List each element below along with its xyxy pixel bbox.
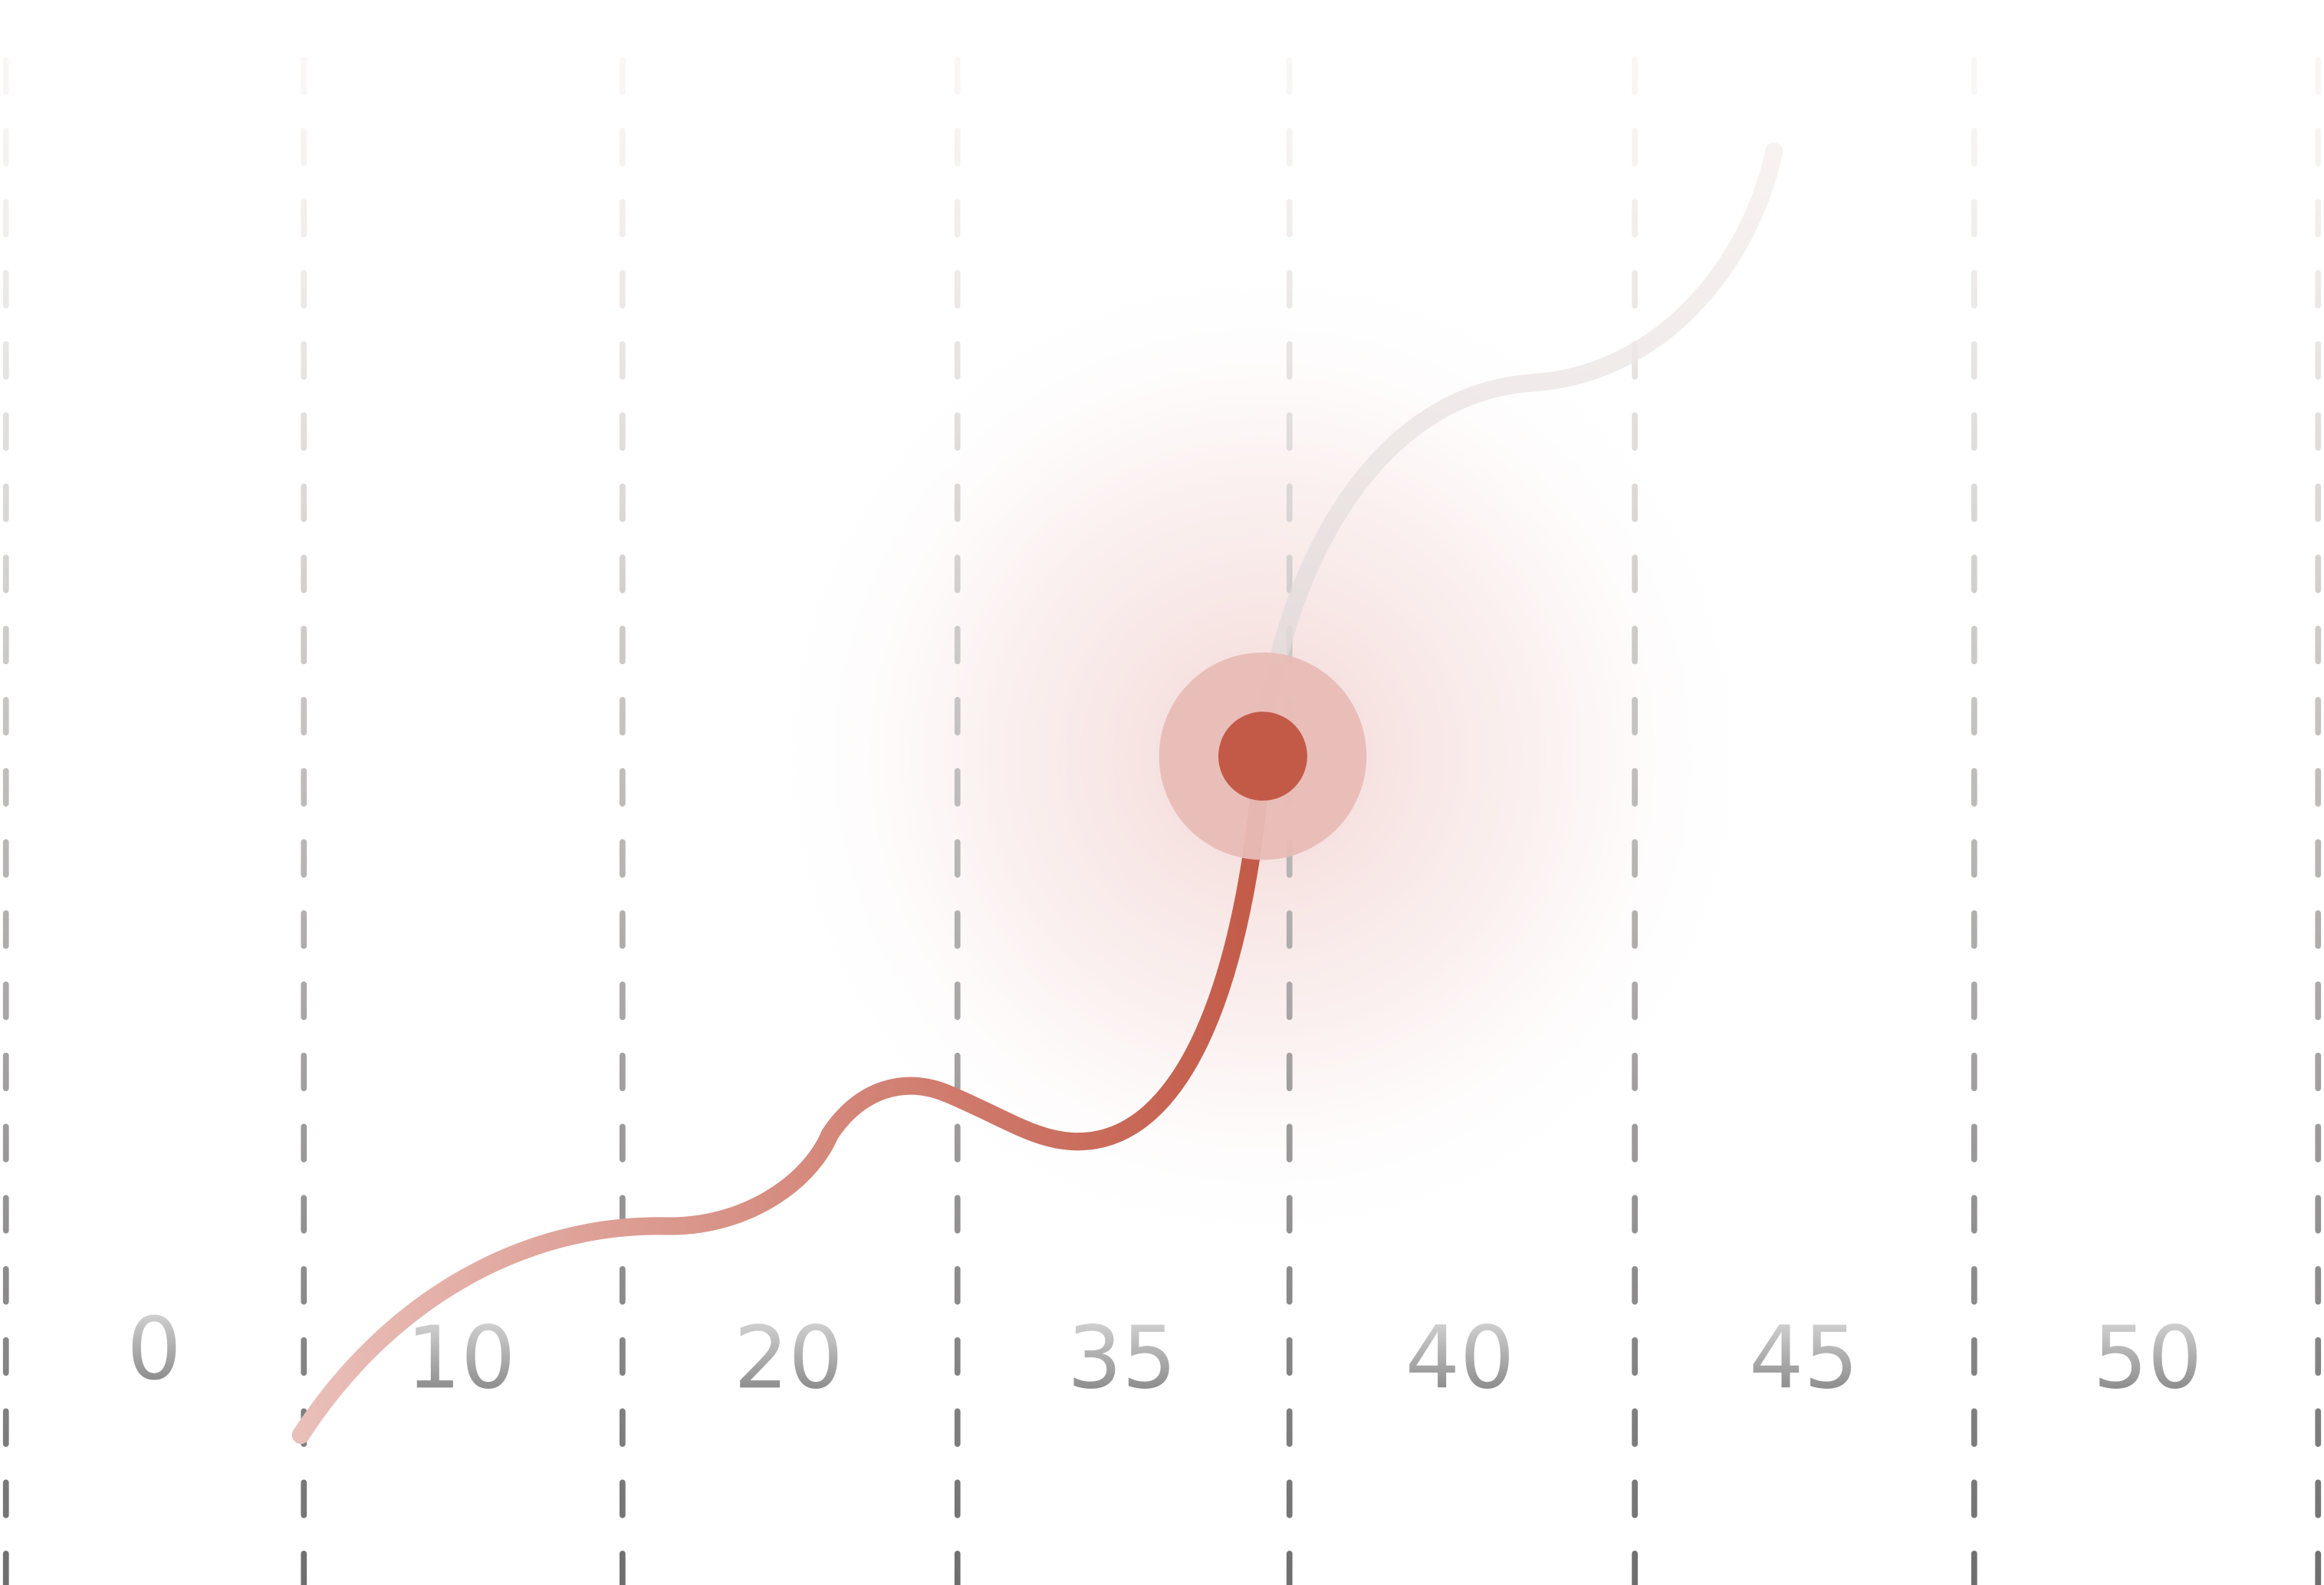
- labels: 0 10 20 35 40 45 50: [127, 1300, 2202, 1409]
- future-curve: [1254, 142, 1783, 765]
- progress-curve: [291, 747, 1272, 1445]
- axis-label: 50: [2093, 1308, 2203, 1408]
- axis-label: 35: [1067, 1308, 1177, 1408]
- axis-label: 45: [1749, 1308, 1859, 1408]
- axis-label: 40: [1405, 1308, 1515, 1408]
- axis-label: 20: [734, 1308, 843, 1408]
- axis-label: 10: [406, 1308, 516, 1408]
- axis-label: 0: [127, 1300, 181, 1399]
- marker: [1218, 712, 1307, 801]
